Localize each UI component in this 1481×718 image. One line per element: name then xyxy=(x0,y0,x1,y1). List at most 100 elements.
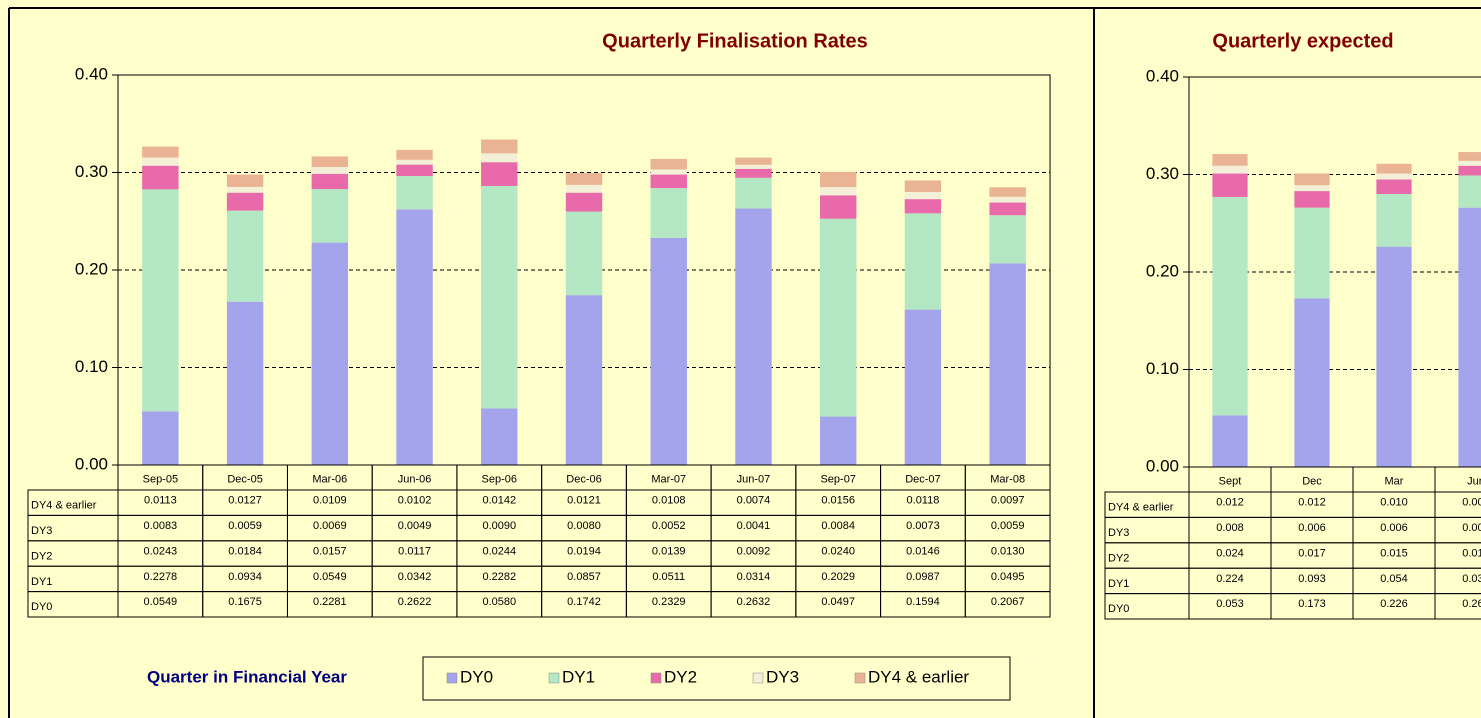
legend-label: DY1 xyxy=(562,667,595,686)
bar-segment xyxy=(989,187,1026,197)
bar-segment xyxy=(989,215,1026,264)
legend-label: DY3 xyxy=(766,667,799,686)
table-value: 0.0146 xyxy=(906,545,940,557)
bar-segment xyxy=(396,159,433,165)
legend-swatch xyxy=(650,672,662,684)
table-value: 0.0156 xyxy=(821,495,855,507)
bar-segment xyxy=(396,176,433,210)
table-cell xyxy=(1434,593,1481,620)
bar-segment xyxy=(1458,175,1481,208)
bar-segment xyxy=(1294,191,1330,208)
table-value: 0.0157 xyxy=(313,545,347,557)
table-value: 0.266 xyxy=(1462,598,1481,610)
table-value: 0.0052 xyxy=(652,520,686,532)
table-value: 0.017 xyxy=(1298,547,1326,559)
legend-swatch xyxy=(446,672,458,684)
bar-segment xyxy=(735,164,772,169)
table-value: 0.2029 xyxy=(821,571,855,583)
table-value: 0.0497 xyxy=(821,596,855,608)
legend-swatch xyxy=(752,672,764,684)
table-value: 0.015 xyxy=(1380,547,1408,559)
table-value: 0.0240 xyxy=(821,545,855,557)
table-value: 0.1742 xyxy=(567,596,601,608)
table-value: 0.2281 xyxy=(313,596,347,608)
y-tick-label: 0.30 xyxy=(1146,164,1179,183)
bar-segment xyxy=(1294,185,1330,192)
x-tick-label: Mar-08 xyxy=(990,473,1025,485)
table-value: 0.0117 xyxy=(398,545,431,557)
table-value: 0.012 xyxy=(1216,497,1244,509)
x-tick-label: Dec xyxy=(1302,475,1322,487)
table-series-name: DY0 xyxy=(31,601,52,613)
bar-segment xyxy=(1212,415,1248,467)
bar-segment xyxy=(226,186,264,193)
table-value: 0.0184 xyxy=(228,545,262,557)
table-value: 0.012 xyxy=(1298,497,1326,509)
bar-segment xyxy=(226,210,264,302)
x-tick-label: Sep-06 xyxy=(482,473,517,485)
table-value: 0.0080 xyxy=(567,520,601,532)
x-tick-label: Mar-06 xyxy=(312,473,347,485)
table-value: 0.0342 xyxy=(398,571,432,583)
y-tick-label: 0.20 xyxy=(1146,261,1179,280)
table-value: 0.0549 xyxy=(144,596,178,608)
table-value: 0.0857 xyxy=(567,571,601,583)
bar-segment xyxy=(1212,173,1248,197)
table-value: 0.008 xyxy=(1216,522,1244,534)
table-value: 0.0244 xyxy=(482,545,516,557)
y-tick-label: 0.10 xyxy=(75,357,108,376)
table-value: 0.0934 xyxy=(228,571,262,583)
x-tick-label: Jun-06 xyxy=(398,473,432,485)
table-value: 0.024 xyxy=(1216,547,1244,559)
table-value: 0.2622 xyxy=(398,596,432,608)
bar-segment xyxy=(819,416,857,465)
bar-segment xyxy=(1294,207,1330,299)
table-value: 0.0987 xyxy=(906,571,940,583)
bar-segment xyxy=(565,173,603,185)
table-value: 0.2278 xyxy=(144,571,178,583)
table-value: 0.2329 xyxy=(652,596,686,608)
bar-segment xyxy=(904,213,942,310)
table-value: 0.0083 xyxy=(144,520,178,532)
table-value: 0.054 xyxy=(1380,573,1408,585)
bar-segment xyxy=(1458,160,1481,166)
bar-segment xyxy=(735,157,772,165)
table-value: 0.033 xyxy=(1462,573,1481,585)
bar-segment xyxy=(565,211,603,296)
table-series-name: DY3 xyxy=(1108,527,1129,539)
table-value: 0.009 xyxy=(1462,497,1481,509)
table-value: 0.0118 xyxy=(907,495,940,507)
table-series-name: DY1 xyxy=(31,576,52,588)
table-value: 0.005 xyxy=(1462,522,1481,534)
bar-segment xyxy=(904,180,942,192)
legend-box xyxy=(422,656,1011,701)
bar-segment xyxy=(226,192,264,211)
bar-segment xyxy=(904,199,942,214)
table-series-name: DY2 xyxy=(31,550,52,562)
table-value: 0.0092 xyxy=(737,545,771,557)
table-value: 0.0074 xyxy=(737,495,771,507)
table-value: 0.0049 xyxy=(398,520,432,532)
table-value: 0.006 xyxy=(1298,522,1326,534)
bar-segment xyxy=(1376,194,1412,247)
table-value: 0.0314 xyxy=(737,571,771,583)
bar-segment xyxy=(1376,163,1412,174)
y-tick-label: 0.20 xyxy=(75,259,108,278)
table-value: 0.0495 xyxy=(991,571,1025,583)
y-tick-label: 0.10 xyxy=(1146,359,1179,378)
bar-segment xyxy=(1376,179,1412,194)
bar-segment xyxy=(819,171,857,188)
x-axis-label: Quarter in Financial Year xyxy=(147,667,347,686)
table-value: 0.0127 xyxy=(228,495,262,507)
bar-segment xyxy=(565,184,603,193)
bar-segment xyxy=(819,195,857,219)
bar-segment xyxy=(142,165,179,190)
bar-segment xyxy=(1376,173,1412,180)
bar-segment xyxy=(481,139,518,154)
x-tick-label: Dec-07 xyxy=(905,473,940,485)
bar-segment xyxy=(819,187,857,196)
bar-segment xyxy=(226,301,264,465)
bar-segment xyxy=(565,295,603,465)
table-value: 0.0511 xyxy=(652,571,685,583)
